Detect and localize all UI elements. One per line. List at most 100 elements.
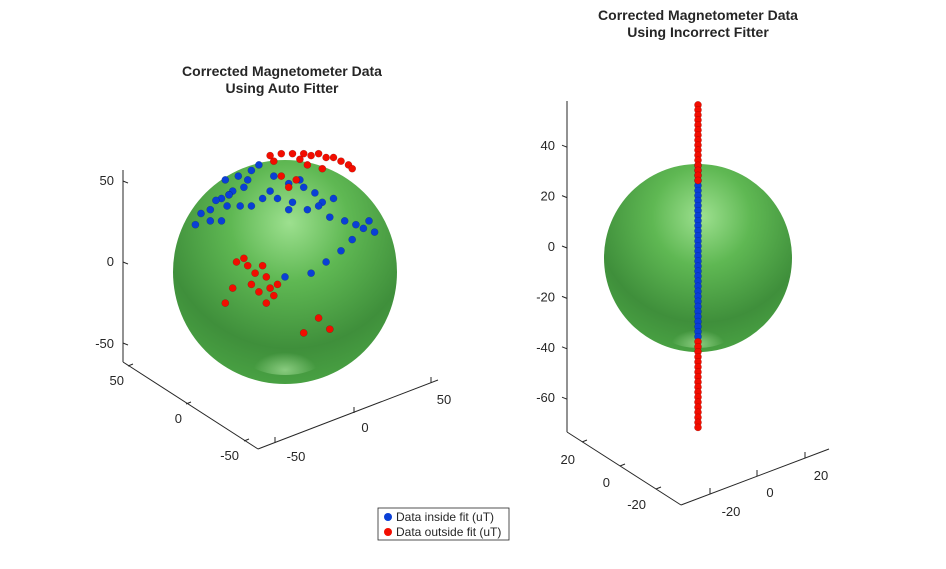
data-point-outside — [262, 299, 271, 307]
legend-label-outside: Data outside fit (uT) — [396, 525, 501, 539]
data-point-outside — [292, 176, 301, 184]
x-tick-label: 0 — [766, 485, 773, 500]
data-point-outside — [247, 280, 256, 289]
z-tick-label: 0 — [548, 239, 555, 254]
data-point-outside — [314, 314, 323, 322]
x-tick-label: 20 — [814, 468, 828, 483]
x-tick-label: 0 — [361, 420, 368, 435]
z-tick-mark — [561, 396, 568, 400]
data-point-inside — [258, 194, 267, 203]
data-point-inside — [311, 189, 319, 197]
data-point-outside — [694, 176, 702, 185]
data-point-inside — [303, 205, 312, 214]
data-point-outside — [322, 153, 330, 162]
data-point-outside — [240, 254, 248, 263]
data-point-outside — [314, 149, 323, 158]
data-point-outside — [273, 280, 282, 289]
data-point-inside — [225, 190, 233, 199]
z-tick-mark — [561, 144, 568, 148]
x-axis-line — [680, 448, 830, 506]
scatter-points-left — [191, 149, 379, 337]
data-point-inside — [191, 220, 200, 229]
data-point-inside — [221, 176, 230, 184]
x-tick-label: 50 — [437, 392, 451, 407]
data-point-outside — [299, 329, 308, 337]
z-tick-label: -60 — [536, 390, 555, 405]
sphere-highlight — [240, 325, 330, 375]
y-tick-label: 0 — [175, 411, 182, 426]
data-point-inside — [273, 194, 282, 203]
plot-incorrect-fitter: Corrected Magnetometer Data Using Incorr… — [536, 7, 830, 519]
data-point-inside — [325, 213, 334, 222]
y-tick-mark — [619, 463, 626, 467]
data-point-outside — [296, 155, 304, 164]
data-point-inside — [284, 205, 293, 214]
data-point-outside — [303, 161, 312, 169]
data-point-inside — [236, 202, 245, 210]
y-tick-mark — [655, 486, 662, 490]
data-point-inside — [288, 198, 297, 207]
data-point-outside — [221, 299, 230, 307]
data-point-inside — [370, 228, 379, 236]
data-point-inside — [337, 246, 345, 255]
z-tick-mark — [122, 261, 129, 265]
y-tick-label: 50 — [110, 373, 124, 388]
x-tick-label: -50 — [287, 449, 306, 464]
data-point-outside — [277, 172, 286, 180]
data-point-inside — [365, 217, 373, 225]
data-point-outside — [284, 183, 293, 192]
legend-marker-outside — [384, 528, 392, 536]
data-point-inside — [240, 183, 248, 192]
y-tick-label: -50 — [220, 448, 239, 463]
z-tick-label: 20 — [541, 189, 555, 204]
z-tick-mark — [561, 295, 568, 299]
data-point-outside — [266, 284, 274, 292]
data-point-inside — [197, 209, 205, 218]
y-tick-label: 0 — [603, 475, 610, 490]
x-tick-label: -20 — [722, 504, 741, 519]
chart-title-line2: Using Auto Fitter — [225, 80, 339, 96]
data-point-outside — [337, 157, 345, 166]
z-ticks: 40 20 0 -20 -40 -60 — [536, 138, 568, 405]
data-point-outside — [269, 157, 278, 166]
z-tick-mark — [561, 346, 568, 350]
data-point-outside — [269, 291, 278, 300]
data-point-inside — [247, 202, 256, 210]
y-tick-mark — [185, 401, 192, 405]
z-tick-mark — [561, 245, 568, 249]
data-point-inside — [352, 220, 360, 229]
data-point-inside — [359, 224, 368, 233]
data-point-outside — [348, 164, 357, 173]
y-axis-line — [566, 431, 682, 506]
data-point-inside — [340, 217, 349, 225]
data-point-inside — [269, 172, 278, 180]
data-point-outside — [329, 153, 338, 162]
x-axis-line — [257, 379, 439, 450]
sphere-body — [173, 160, 397, 384]
z-tick-mark — [122, 180, 129, 184]
legend: Data inside fit (uT) Data outside fit (u… — [377, 507, 510, 541]
legend-box — [377, 507, 510, 541]
data-point-inside — [281, 273, 289, 281]
data-point-outside — [243, 261, 252, 270]
data-point-outside — [262, 273, 271, 281]
z-tick-label: 0 — [107, 254, 114, 269]
legend-label-inside: Data inside fit (uT) — [396, 510, 494, 524]
z-tick-label: -20 — [536, 289, 555, 304]
y-axis-line — [122, 361, 259, 450]
data-point-outside — [266, 151, 274, 160]
scatter-points-right — [694, 101, 702, 432]
plot-auto-fitter: Corrected Magnetometer Data Using Auto F… — [95, 63, 451, 464]
chart-title-line1: Corrected Magnetometer Data — [598, 7, 798, 23]
z-tick-label: -40 — [536, 340, 555, 355]
legend-marker-inside — [384, 513, 392, 521]
data-point-outside — [251, 269, 259, 278]
data-point-inside — [255, 161, 263, 169]
z-tick-label: -50 — [95, 336, 114, 351]
data-point-inside — [299, 183, 308, 192]
data-point-outside — [325, 325, 334, 334]
data-point-outside — [277, 149, 286, 158]
chart-title-line2: Using Incorrect Fitter — [627, 24, 769, 40]
fitted-sphere-surface — [173, 160, 397, 384]
